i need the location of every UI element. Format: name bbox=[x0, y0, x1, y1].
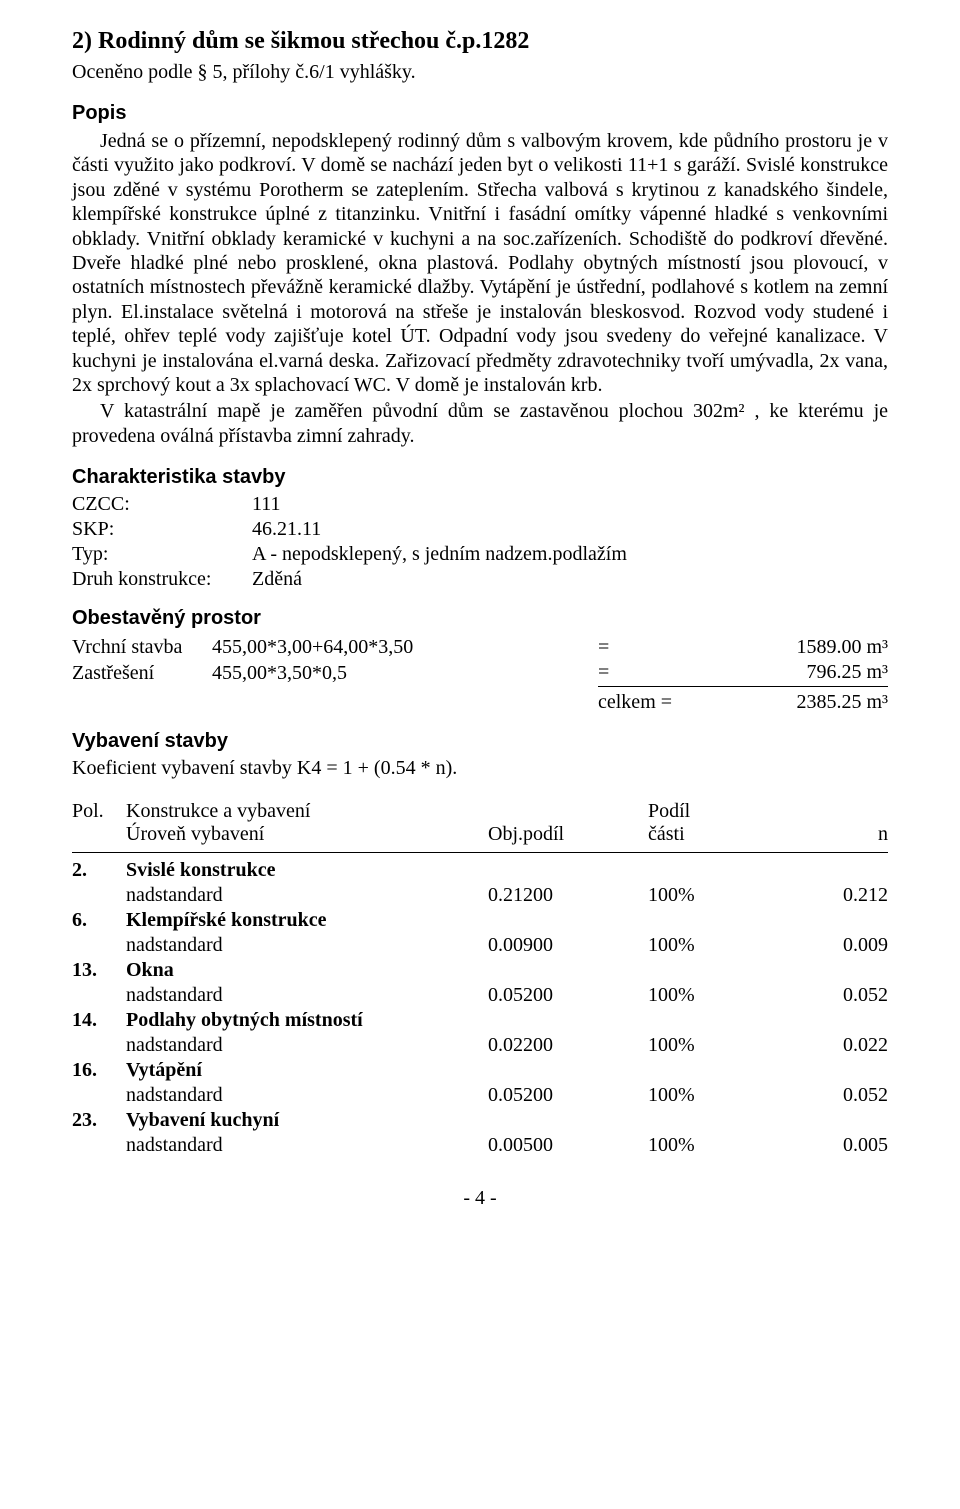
vyb-row-detail: nadstandard 0.05200 100% 0.052 bbox=[72, 984, 888, 1009]
vyb-podil: 100% bbox=[648, 934, 798, 959]
czcc-label: CZCC: bbox=[72, 493, 252, 516]
header-name1: Konstrukce a vybavení bbox=[126, 800, 488, 823]
vyb-name: Svislé konstrukce bbox=[126, 859, 488, 884]
vyb-name: Vybavení kuchyní bbox=[126, 1109, 488, 1134]
vyb-podil: 100% bbox=[648, 1084, 798, 1109]
vyb-header-rule bbox=[72, 846, 888, 853]
vyb-num: 16. bbox=[72, 1059, 126, 1084]
op-expr: 455,00*3,00+64,00*3,50 bbox=[212, 636, 598, 661]
op-eq: = bbox=[598, 661, 738, 687]
vyb-num: 23. bbox=[72, 1109, 126, 1134]
op-eq: = bbox=[598, 636, 738, 661]
page: 2) Rodinný dům se šikmou střechou č.p.12… bbox=[0, 0, 960, 1250]
skp-value: 46.21.11 bbox=[252, 518, 888, 541]
vyb-podil: 100% bbox=[648, 884, 798, 909]
vyb-num: 14. bbox=[72, 1009, 126, 1034]
header-n: n bbox=[798, 823, 888, 846]
vyb-name: Podlahy obytných místností bbox=[126, 1009, 488, 1034]
vyb-row-head: 2. Svislé konstrukce bbox=[72, 859, 888, 884]
vyb-podil: 100% bbox=[648, 1134, 798, 1159]
op-sum-row: celkem = 2385.25 m³ bbox=[72, 687, 888, 717]
op-value: 796.25 m³ bbox=[738, 661, 888, 687]
op-sum-label: celkem = bbox=[598, 687, 738, 717]
header-obj: Obj.podíl bbox=[488, 823, 648, 846]
popis-heading: Popis bbox=[72, 102, 888, 125]
vyb-level: nadstandard bbox=[126, 934, 488, 959]
vyb-obj: 0.00900 bbox=[488, 934, 648, 959]
vyb-obj: 0.00500 bbox=[488, 1134, 648, 1159]
typ-value: A - nepodsklepený, s jedním nadzem.podla… bbox=[252, 543, 888, 566]
vyb-n: 0.022 bbox=[798, 1034, 888, 1059]
vyb-row-detail: nadstandard 0.05200 100% 0.052 bbox=[72, 1084, 888, 1109]
popis-paragraph: V katastrální mapě je zaměřen původní dů… bbox=[72, 399, 888, 448]
typ-label: Typ: bbox=[72, 543, 252, 566]
vyb-level: nadstandard bbox=[126, 884, 488, 909]
vybaveni-header-table: Pol. Konstrukce a vybavení Podíl Úroveň … bbox=[72, 800, 888, 853]
koef-line: Koeficient vybavení stavby K4 = 1 + (0.5… bbox=[72, 757, 888, 780]
druh-label: Druh konstrukce: bbox=[72, 568, 252, 591]
vyb-row-detail: nadstandard 0.21200 100% 0.212 bbox=[72, 884, 888, 909]
section-title: 2) Rodinný dům se šikmou střechou č.p.12… bbox=[72, 28, 888, 55]
vyb-obj: 0.05200 bbox=[488, 1084, 648, 1109]
charakteristika-grid: CZCC: 111 SKP: 46.21.11 Typ: A - nepodsk… bbox=[72, 493, 888, 591]
popis-body: Jedná se o přízemní, nepodsklepený rodin… bbox=[72, 129, 888, 448]
vyb-level: nadstandard bbox=[126, 1134, 488, 1159]
vyb-row-head: 16. Vytápění bbox=[72, 1059, 888, 1084]
op-label: Vrchní stavba bbox=[72, 636, 212, 661]
vyb-name: Vytápění bbox=[126, 1059, 488, 1084]
vyb-row-head: 13. Okna bbox=[72, 959, 888, 984]
vyb-num: 6. bbox=[72, 909, 126, 934]
skp-label: SKP: bbox=[72, 518, 252, 541]
vyb-header-row2: Úroveň vybavení Obj.podíl části n bbox=[72, 823, 888, 846]
vyb-row-detail: nadstandard 0.00900 100% 0.009 bbox=[72, 934, 888, 959]
vyb-n: 0.009 bbox=[798, 934, 888, 959]
page-footer: - 4 - bbox=[72, 1187, 888, 1210]
op-sum-value: 2385.25 m³ bbox=[738, 687, 888, 717]
vyb-n: 0.212 bbox=[798, 884, 888, 909]
vyb-podil: 100% bbox=[648, 984, 798, 1009]
vyb-num: 2. bbox=[72, 859, 126, 884]
header-podil2: části bbox=[648, 823, 798, 846]
op-value: 1589.00 m³ bbox=[738, 636, 888, 661]
obestaveny-heading: Obestavěný prostor bbox=[72, 607, 888, 630]
vyb-n: 0.052 bbox=[798, 984, 888, 1009]
charakteristika-heading: Charakteristika stavby bbox=[72, 466, 888, 489]
vyb-n: 0.005 bbox=[798, 1134, 888, 1159]
op-expr: 455,00*3,50*0,5 bbox=[212, 661, 598, 687]
header-empty bbox=[798, 800, 888, 823]
vyb-obj: 0.05200 bbox=[488, 984, 648, 1009]
op-label: Zastřešení bbox=[72, 661, 212, 687]
vyb-level: nadstandard bbox=[126, 984, 488, 1009]
vyb-name: Klempířské konstrukce bbox=[126, 909, 488, 934]
vyb-row-head: 6. Klempířské konstrukce bbox=[72, 909, 888, 934]
header-podil1: Podíl bbox=[648, 800, 798, 823]
vyb-row-head: 23. Vybavení kuchyní bbox=[72, 1109, 888, 1134]
vyb-header-row1: Pol. Konstrukce a vybavení Podíl bbox=[72, 800, 888, 823]
header-empty bbox=[488, 800, 648, 823]
vybaveni-body-table: 2. Svislé konstrukce nadstandard 0.21200… bbox=[72, 859, 888, 1159]
vyb-num: 13. bbox=[72, 959, 126, 984]
vyb-name: Okna bbox=[126, 959, 488, 984]
header-name2: Úroveň vybavení bbox=[126, 823, 488, 846]
vybaveni-heading: Vybavení stavby bbox=[72, 730, 888, 753]
vyb-row-head: 14. Podlahy obytných místností bbox=[72, 1009, 888, 1034]
header-pol: Pol. bbox=[72, 800, 126, 823]
vyb-level: nadstandard bbox=[126, 1034, 488, 1059]
czcc-value: 111 bbox=[252, 493, 888, 516]
vyb-n: 0.052 bbox=[798, 1084, 888, 1109]
vyb-level: nadstandard bbox=[126, 1084, 488, 1109]
druh-value: Zděná bbox=[252, 568, 888, 591]
op-row: Zastřešení 455,00*3,50*0,5 = 796.25 m³ bbox=[72, 661, 888, 687]
obestaveny-table: Vrchní stavba 455,00*3,00+64,00*3,50 = 1… bbox=[72, 636, 888, 716]
vyb-obj: 0.21200 bbox=[488, 884, 648, 909]
popis-paragraph: Jedná se o přízemní, nepodsklepený rodin… bbox=[72, 129, 888, 397]
regulatory-line: Oceněno podle § 5, přílohy č.6/1 vyhlášk… bbox=[72, 61, 888, 84]
vyb-row-detail: nadstandard 0.02200 100% 0.022 bbox=[72, 1034, 888, 1059]
vyb-podil: 100% bbox=[648, 1034, 798, 1059]
op-row: Vrchní stavba 455,00*3,00+64,00*3,50 = 1… bbox=[72, 636, 888, 661]
vyb-obj: 0.02200 bbox=[488, 1034, 648, 1059]
vyb-row-detail: nadstandard 0.00500 100% 0.005 bbox=[72, 1134, 888, 1159]
